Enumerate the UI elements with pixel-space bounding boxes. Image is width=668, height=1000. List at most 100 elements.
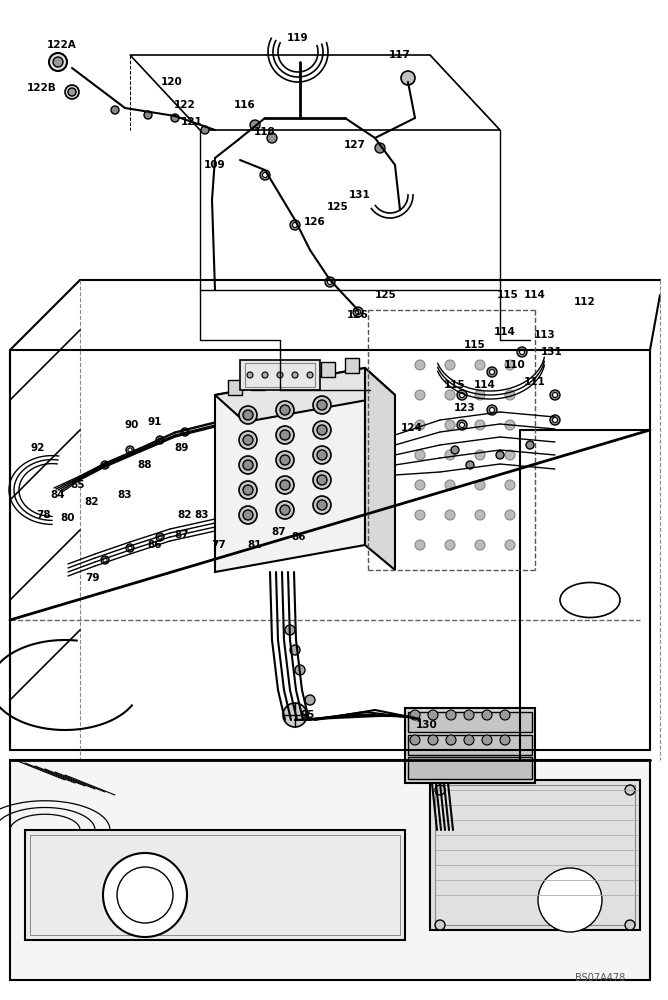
Circle shape xyxy=(293,223,297,228)
Text: 111: 111 xyxy=(524,377,546,387)
Circle shape xyxy=(475,420,485,430)
Circle shape xyxy=(464,710,474,720)
Circle shape xyxy=(243,435,253,445)
Circle shape xyxy=(103,558,107,562)
Text: 114: 114 xyxy=(524,290,546,300)
Text: 125: 125 xyxy=(327,202,349,212)
Circle shape xyxy=(552,392,558,397)
Circle shape xyxy=(446,710,456,720)
Bar xyxy=(345,358,359,373)
Circle shape xyxy=(415,420,425,430)
Circle shape xyxy=(276,401,294,419)
Circle shape xyxy=(500,735,510,745)
Circle shape xyxy=(550,415,560,425)
Circle shape xyxy=(317,500,327,510)
Circle shape xyxy=(317,400,327,410)
Text: 90: 90 xyxy=(125,420,139,430)
Circle shape xyxy=(482,735,492,745)
Circle shape xyxy=(276,451,294,469)
Bar xyxy=(298,366,312,381)
Circle shape xyxy=(181,428,189,436)
Circle shape xyxy=(505,480,515,490)
Circle shape xyxy=(68,88,76,96)
Circle shape xyxy=(415,510,425,520)
Polygon shape xyxy=(215,368,365,572)
Circle shape xyxy=(460,422,464,428)
Circle shape xyxy=(325,277,335,287)
Text: 118: 118 xyxy=(254,127,276,137)
Text: 126: 126 xyxy=(304,217,326,227)
Text: 125: 125 xyxy=(375,290,397,300)
Circle shape xyxy=(239,406,257,424)
Circle shape xyxy=(466,461,474,469)
Bar xyxy=(251,375,265,390)
Bar xyxy=(405,708,535,783)
Text: 131: 131 xyxy=(349,190,371,200)
Circle shape xyxy=(505,510,515,520)
Circle shape xyxy=(290,220,300,230)
Text: 83: 83 xyxy=(118,490,132,500)
Circle shape xyxy=(243,485,253,495)
Text: 122A: 122A xyxy=(47,40,77,50)
Circle shape xyxy=(239,431,257,449)
Circle shape xyxy=(375,143,385,153)
Bar xyxy=(25,830,405,940)
Circle shape xyxy=(305,695,315,705)
Circle shape xyxy=(520,350,524,355)
Circle shape xyxy=(280,480,290,490)
Text: BS07A478: BS07A478 xyxy=(575,973,625,983)
Circle shape xyxy=(260,170,270,180)
Circle shape xyxy=(65,85,79,99)
Circle shape xyxy=(243,510,253,520)
Circle shape xyxy=(460,392,464,397)
Circle shape xyxy=(313,421,331,439)
Circle shape xyxy=(410,710,420,720)
Text: 115: 115 xyxy=(497,290,519,300)
Circle shape xyxy=(295,665,305,675)
Circle shape xyxy=(171,114,179,122)
Circle shape xyxy=(517,347,527,357)
Circle shape xyxy=(496,451,504,459)
Circle shape xyxy=(292,372,298,378)
Text: 80: 80 xyxy=(61,513,75,523)
Text: 110: 110 xyxy=(504,360,526,370)
Circle shape xyxy=(183,430,187,434)
Text: 81: 81 xyxy=(248,540,263,550)
Circle shape xyxy=(415,540,425,550)
Circle shape xyxy=(290,645,300,655)
Circle shape xyxy=(353,307,363,317)
Text: 109: 109 xyxy=(204,160,226,170)
Circle shape xyxy=(428,710,438,720)
Text: 91: 91 xyxy=(148,417,162,427)
Circle shape xyxy=(552,418,558,422)
Circle shape xyxy=(201,126,209,134)
Circle shape xyxy=(280,455,290,465)
Circle shape xyxy=(313,471,331,489)
Text: 130: 130 xyxy=(416,720,438,730)
Circle shape xyxy=(625,920,635,930)
Bar xyxy=(30,835,400,935)
Text: 117: 117 xyxy=(389,50,411,60)
Text: 116: 116 xyxy=(234,100,256,110)
Text: 123: 123 xyxy=(454,403,476,413)
Text: 82: 82 xyxy=(178,510,192,520)
Circle shape xyxy=(487,367,497,377)
Text: 88: 88 xyxy=(138,460,152,470)
Text: 114: 114 xyxy=(494,327,516,337)
Circle shape xyxy=(262,372,268,378)
Bar xyxy=(228,380,242,395)
Circle shape xyxy=(239,481,257,499)
Circle shape xyxy=(428,735,438,745)
Bar xyxy=(408,757,532,779)
Circle shape xyxy=(117,867,173,923)
Circle shape xyxy=(500,710,510,720)
Circle shape xyxy=(435,920,445,930)
Polygon shape xyxy=(10,760,650,980)
Circle shape xyxy=(156,533,164,541)
Circle shape xyxy=(280,505,290,515)
Circle shape xyxy=(445,510,455,520)
Bar xyxy=(430,780,640,930)
Circle shape xyxy=(280,430,290,440)
Text: 121: 121 xyxy=(181,117,203,127)
Circle shape xyxy=(415,390,425,400)
